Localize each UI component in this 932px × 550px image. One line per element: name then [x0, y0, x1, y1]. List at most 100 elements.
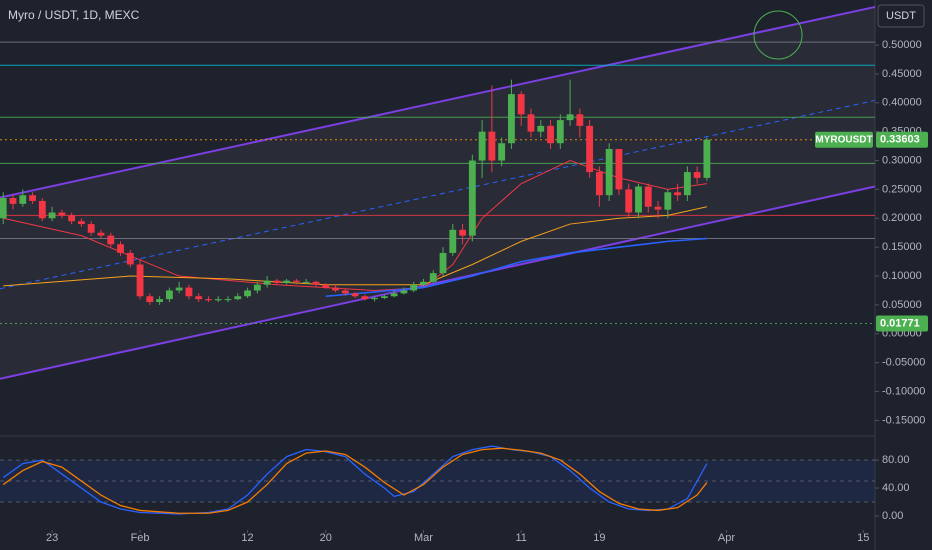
price-badge-label: 0.01771	[880, 317, 920, 329]
y-tick-label: 0.05000	[882, 299, 922, 311]
candle-body	[126, 252, 134, 265]
price-badge	[876, 131, 928, 148]
candle-body	[400, 290, 408, 294]
candle-body	[293, 280, 300, 282]
candle-body	[703, 139, 711, 178]
candle-body	[390, 293, 398, 297]
candle-body	[498, 143, 506, 161]
candle-body	[29, 195, 36, 201]
y-tick-label: 0.15000	[882, 241, 922, 253]
y-tick-label: -0.15000	[882, 414, 925, 426]
candle-body	[38, 200, 46, 219]
candle-body	[586, 125, 594, 173]
currency-box[interactable]	[877, 4, 925, 28]
y-tick-label: 0.10000	[882, 270, 922, 282]
candle-body	[439, 252, 447, 274]
candle-body	[263, 280, 271, 285]
candle-body	[273, 280, 281, 283]
price-badge-label: 0.33603	[880, 134, 920, 146]
candle-body	[0, 198, 7, 219]
price-badge	[876, 315, 928, 332]
channel-upper	[0, 5, 876, 199]
channel-lower	[0, 185, 876, 380]
candle-body	[547, 125, 554, 144]
candle-body	[68, 215, 76, 222]
y-tick-label: 0.30000	[882, 154, 922, 166]
candle-body	[165, 290, 173, 300]
candle-body	[244, 290, 251, 297]
candle-body	[97, 232, 105, 236]
candle-body	[19, 195, 27, 204]
candle-body	[625, 189, 633, 213]
candle-body	[605, 148, 613, 196]
candle-body	[136, 264, 144, 297]
candle-body	[420, 281, 427, 285]
channel-layer	[0, 5, 876, 380]
moving-average	[325, 237, 707, 298]
y-tick-label: -0.10000	[882, 385, 925, 397]
candle-body	[146, 296, 154, 303]
candle-body	[283, 280, 291, 283]
candle-body	[302, 281, 310, 283]
candle-body	[77, 221, 85, 225]
candle-body	[449, 229, 457, 253]
x-tick-label: 11	[515, 532, 526, 544]
candle-body	[644, 186, 652, 207]
candle-body	[517, 94, 525, 115]
candle-body	[654, 206, 662, 210]
y-tick-label: -0.05000	[882, 357, 925, 369]
candle-body	[117, 244, 124, 253]
y-tick-label: 0.50000	[882, 39, 922, 51]
candle-body	[322, 284, 330, 288]
candle-body	[527, 114, 535, 132]
candle-body	[488, 131, 496, 161]
candle-body	[429, 273, 437, 282]
currency[interactable]: USDT	[886, 10, 916, 22]
x-tick-label: 23	[46, 532, 58, 544]
oscillator-line	[2, 447, 708, 514]
candle-body	[312, 281, 320, 285]
candle-body	[58, 212, 66, 216]
circle-annotation	[753, 10, 803, 60]
candle-body	[468, 160, 476, 236]
candle-body	[664, 192, 672, 210]
symbol-badge-label: MYROUSDT	[815, 134, 872, 145]
candle-body	[683, 172, 691, 196]
moving-average	[3, 206, 708, 287]
channel-fill	[0, 6, 875, 379]
candle-body	[361, 296, 369, 300]
candle-body	[9, 198, 17, 204]
x-tick-label: 20	[320, 532, 332, 544]
candle-body	[332, 287, 339, 291]
candle-body	[380, 296, 388, 298]
y-tick-label: 0.45000	[882, 68, 922, 80]
oscillator-line	[2, 445, 708, 515]
candle-body	[508, 94, 515, 144]
candle-body	[615, 148, 623, 190]
candle-body	[253, 284, 261, 291]
candle-body	[175, 287, 183, 291]
x-tick-label: Feb	[131, 532, 150, 544]
x-tick-label: 12	[241, 532, 253, 544]
candle-body	[156, 299, 164, 303]
osc-tick-label: 40.00	[882, 482, 910, 494]
candle-body	[576, 114, 584, 126]
candle-body	[234, 296, 242, 300]
candle-body	[459, 229, 466, 236]
candle-body	[214, 299, 222, 301]
candle-body	[556, 120, 564, 144]
candle-body	[674, 192, 682, 196]
candle-body	[107, 235, 115, 245]
candle-body	[195, 296, 203, 300]
x-tick-label: Apr	[718, 532, 735, 544]
candle-body	[478, 131, 486, 161]
candle-body	[595, 172, 603, 196]
candle-body	[341, 290, 349, 294]
candle-body	[205, 299, 212, 301]
candle-body	[87, 224, 95, 233]
chart-title: Myro / USDT, 1D, MEXC	[8, 8, 140, 22]
x-tick-label: Mar	[414, 532, 433, 544]
candle-body	[351, 293, 359, 297]
